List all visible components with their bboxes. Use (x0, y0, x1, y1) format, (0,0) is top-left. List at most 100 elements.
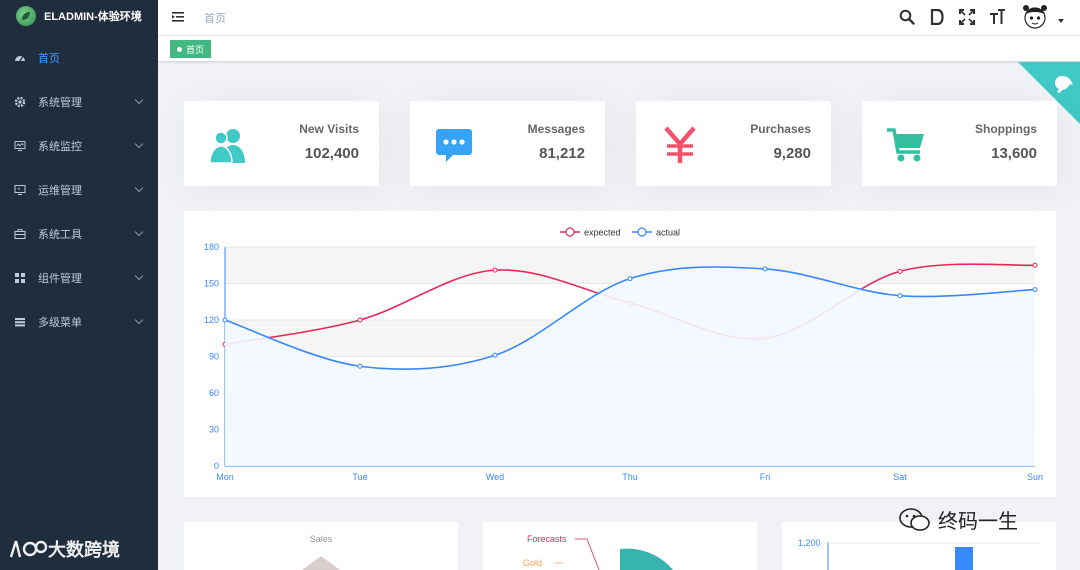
data-point-actual (492, 352, 498, 358)
chevron-down-icon (134, 183, 144, 193)
panel-label: Shoppings (975, 122, 1037, 136)
data-point-actual (762, 266, 768, 272)
github-corner[interactable] (1018, 62, 1080, 124)
chevron-down-icon (134, 95, 144, 105)
sidebar-menu: 首页 系统管理 系统监控 运维管理 系统工具 (0, 36, 158, 344)
watermark-right-text: 终码一生 (938, 511, 1018, 533)
radar-shape (302, 556, 340, 570)
data-point-actual (222, 317, 228, 323)
app-title: ELADMIN-体验环境 (44, 11, 142, 23)
bar-shape (827, 542, 1042, 570)
panel-text: Purchases 9,280 (750, 121, 811, 162)
ops-icon (14, 184, 26, 196)
watermark-left-text: 大数跨境 (48, 540, 120, 560)
list-icon (14, 316, 26, 328)
y-tick-label: 180 (204, 242, 219, 252)
watermark-left: 大数跨境 (8, 536, 120, 562)
sidebar-item-tools[interactable]: 系统工具 (0, 212, 158, 256)
x-tick-label: Thu (622, 472, 638, 482)
sidebar-item-label: 多级菜单 (38, 317, 82, 329)
panel-messages[interactable]: Messages 81,212 (410, 101, 605, 186)
cart-icon (882, 121, 930, 169)
panel-label: New Visits (299, 122, 359, 136)
chevron-down-icon (134, 271, 144, 281)
x-tick-label: Sat (893, 472, 907, 482)
y-tick-label: 90 (209, 352, 219, 362)
breadcrumb[interactable]: 首页 (204, 13, 226, 25)
x-tick-label: Wed (486, 472, 504, 482)
data-point-expected (897, 268, 903, 274)
data-point-expected (492, 267, 498, 273)
radar-indicator-label: Sales (309, 534, 333, 544)
avatar[interactable] (1020, 1, 1050, 31)
yen-icon (656, 121, 704, 169)
panel-value: 102,400 (304, 145, 359, 162)
bar-axis-tick: 1,200 (798, 538, 821, 548)
pie-shape (555, 538, 673, 570)
watermark-logo-icon (9, 540, 48, 558)
x-tick-label: Sun (1027, 472, 1043, 482)
x-tick-label: Tue (352, 472, 367, 482)
logo[interactable]: ELADMIN-体验环境 (0, 0, 158, 32)
sidebar-item-label: 首页 (38, 53, 60, 65)
sidebar-item-label: 运维管理 (38, 185, 82, 197)
dashboard-icon (14, 52, 26, 64)
x-tick-label: Fri (760, 472, 771, 482)
sidebar-item-label: 组件管理 (38, 273, 82, 285)
tag-label: 首页 (186, 44, 205, 55)
y-tick-label: 120 (204, 315, 219, 325)
panel-value: 81,212 (539, 145, 585, 162)
hamburger-icon[interactable] (172, 10, 186, 24)
gear-icon (14, 96, 26, 108)
panel-shoppings[interactable]: Shoppings 13,600 (862, 101, 1057, 186)
y-tick-label: 0 (214, 461, 219, 471)
sidebar-item-system[interactable]: 系统管理 (0, 80, 158, 124)
panel-value: 9,280 (773, 145, 811, 162)
sidebar-item-monitor[interactable]: 系统监控 (0, 124, 158, 168)
data-point-actual (1032, 287, 1038, 293)
y-tick-label: 30 (209, 425, 219, 435)
x-tick-label: Mon (216, 472, 234, 482)
sidebar-item-label: 系统监控 (38, 141, 82, 153)
radar-chart-card: Sales (184, 522, 458, 570)
monitor-icon (14, 140, 26, 152)
panel-purchases[interactable]: Purchases 9,280 (636, 101, 831, 186)
funnel-label-forecasts: Forecasts (527, 534, 567, 544)
line-chart[interactable]: 0 30 60 90 120 150 180 Mon Tue Wed Thu Fri Sat Sun exp… (184, 211, 1056, 497)
search-icon[interactable] (898, 8, 916, 26)
sidebar-item-components[interactable]: 组件管理 (0, 256, 158, 300)
wechat-icon (899, 507, 930, 531)
panel-value: 13,600 (991, 145, 1037, 162)
pie-chart-card: Forecasts Gold (483, 522, 757, 570)
data-point-actual (357, 363, 363, 369)
tags-view: 首页 (158, 36, 1080, 62)
data-point-expected (357, 317, 363, 323)
data-point-expected (1032, 262, 1038, 268)
fullscreen-icon[interactable] (958, 8, 976, 26)
message-icon (430, 121, 478, 169)
font-size-icon[interactable] (988, 8, 1006, 26)
chevron-down-icon (134, 139, 144, 149)
panel-text: Shoppings 13,600 (975, 121, 1037, 162)
caret-down-icon[interactable] (1058, 19, 1064, 23)
legend-marker-expected (565, 227, 575, 237)
legend-label-expected: expected (584, 228, 621, 238)
panel-label: Messages (527, 122, 585, 136)
panel-text: Messages 81,212 (528, 121, 585, 162)
tag-home[interactable]: 首页 (170, 40, 212, 58)
sidebar-item-label: 系统管理 (38, 97, 82, 109)
panel-new-visits[interactable]: New Visits 102,400 (184, 101, 379, 186)
doc-icon[interactable] (928, 8, 946, 26)
leaf-logo-icon (16, 6, 36, 26)
data-point-actual (897, 293, 903, 299)
funnel-label-gold: Gold (523, 558, 543, 568)
people-icon (204, 121, 252, 169)
sidebar-item-multilevel[interactable]: 多级菜单 (0, 300, 158, 344)
sidebar-item-ops[interactable]: 运维管理 (0, 168, 158, 212)
panel-label: Purchases (750, 122, 811, 136)
octocat-icon (1055, 76, 1073, 93)
toolbox-icon (14, 228, 26, 240)
chevron-down-icon (134, 315, 144, 325)
sidebar-item-home[interactable]: 首页 (0, 36, 158, 80)
active-dot-icon (177, 46, 182, 52)
